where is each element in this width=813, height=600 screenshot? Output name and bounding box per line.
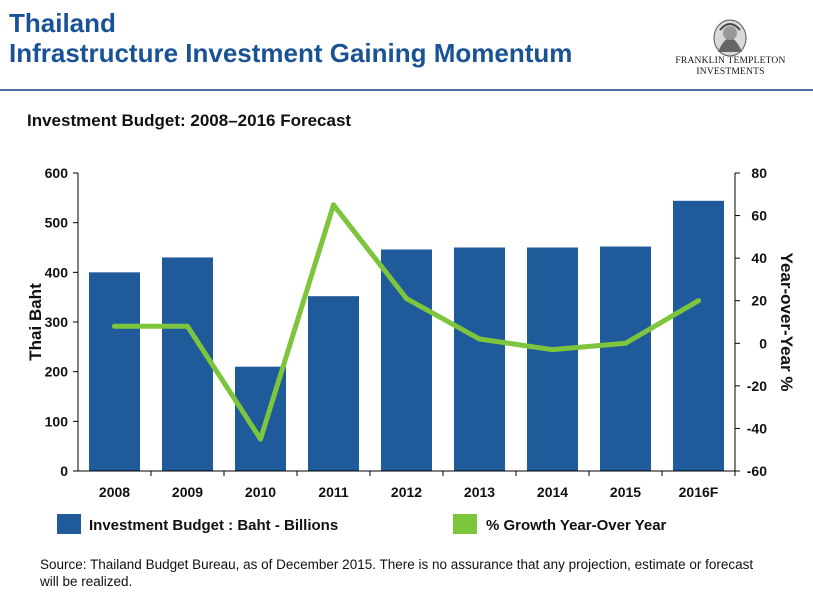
right-tick-label: 20: [751, 293, 767, 309]
legend-layer: Investment Budget : Baht - Billions % Gro…: [57, 514, 667, 534]
franklin-templeton-logo: FRANKLIN TEMPLETON INVESTMENTS: [668, 16, 793, 80]
legend-label-investment-budget: Investment Budget : Baht - Billions: [89, 517, 338, 534]
bar-2008: [89, 272, 140, 471]
y2-axis-title: Year-over-Year %: [777, 253, 796, 392]
labels-layer: 0 100 200 300 400 500 600 -60 -40 -20 0 20 40 60 80 200…: [26, 165, 796, 500]
growth-point-2016F: [696, 298, 701, 304]
bar-2014: [527, 247, 578, 471]
logo-text-line-2: INVESTMENTS: [696, 67, 765, 77]
source-note: Source: Thailand Budget Bureau, as of De…: [40, 557, 754, 589]
left-tick-label: 400: [45, 264, 69, 280]
growth-point-2015: [623, 340, 628, 346]
x-tick-label: 2013: [464, 484, 495, 500]
left-tick-label: 500: [45, 215, 69, 231]
x-tick-label: 2010: [245, 484, 276, 500]
title-line-2: Infrastructure Investment Gaining Moment…: [9, 38, 573, 68]
growth-point-2008: [112, 323, 117, 329]
chart-title: Investment Budget: 2008–2016 Forecast: [27, 111, 352, 130]
growth-point-2010: [258, 436, 263, 442]
x-tick-label: 2015: [610, 484, 641, 500]
left-tick-label: 100: [45, 413, 69, 429]
title-line-1: Thailand: [9, 8, 116, 38]
left-tick-label: 300: [45, 314, 69, 330]
growth-point-2011: [331, 202, 336, 208]
x-tick-label: 2016F: [679, 484, 719, 500]
growth-point-2013: [477, 336, 482, 342]
right-tick-label: -20: [747, 378, 767, 394]
bar-2015: [600, 246, 651, 471]
legend-swatch-investment-budget: [57, 514, 81, 534]
header-divider: [0, 89, 813, 91]
left-tick-label: 0: [60, 463, 68, 479]
bars-layer: [89, 200, 724, 471]
y-axis-title: Thai Baht: [26, 283, 45, 361]
growth-line-layer: [112, 202, 701, 442]
page-title: Thailand Infrastructure Investment Gaini…: [9, 8, 572, 68]
right-tick-label: 80: [751, 165, 767, 181]
axes-layer: [73, 172, 740, 476]
portrait-seal-icon: [713, 19, 747, 57]
growth-point-2012: [404, 296, 409, 302]
x-tick-label: 2011: [318, 484, 349, 500]
right-tick-label: -40: [747, 420, 767, 436]
legend-swatch-growth: [453, 514, 477, 534]
left-tick-label: 600: [45, 165, 69, 181]
left-tick-label: 200: [45, 364, 69, 380]
investment-budget-chart: 0 100 200 300 400 500 600 -60 -40 -20 0 20 40 60 80 200…: [26, 165, 796, 534]
right-tick-label: 0: [759, 335, 767, 351]
right-tick-label: 40: [751, 250, 767, 266]
bar-2012: [381, 249, 432, 471]
logo-text-line-1: FRANKLIN TEMPLETON: [675, 56, 786, 66]
growth-point-2014: [550, 347, 555, 353]
x-tick-label: 2009: [172, 484, 203, 500]
bar-2016F: [673, 200, 724, 471]
legend-label-growth: % Growth Year-Over Year: [486, 517, 667, 534]
bar-2011: [308, 296, 359, 471]
bar-2009: [162, 257, 213, 471]
bar-2013: [454, 247, 505, 471]
growth-point-2009: [185, 323, 190, 329]
x-tick-label: 2008: [99, 484, 130, 500]
right-tick-label: 60: [751, 208, 767, 224]
x-tick-label: 2014: [537, 484, 568, 500]
x-tick-label: 2012: [391, 484, 422, 500]
right-tick-label: -60: [747, 463, 767, 479]
